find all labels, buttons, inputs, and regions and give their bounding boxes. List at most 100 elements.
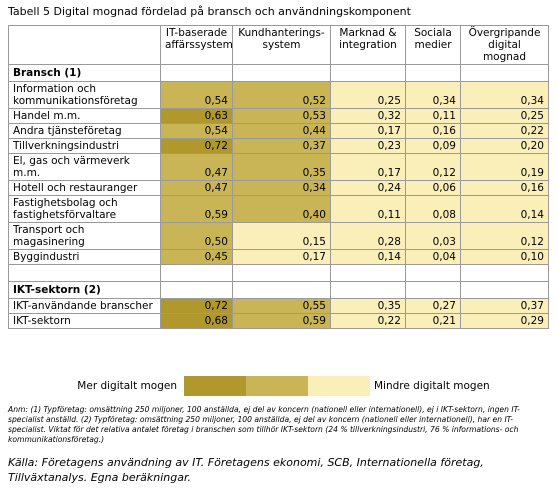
column-header: IT-baserade affärssystem bbox=[160, 25, 233, 65]
value-cell: 0,22 bbox=[330, 313, 406, 329]
table-title: Tabell 5 Digital mognad fördelad på bran… bbox=[8, 5, 411, 18]
value-cell: 0,25 bbox=[460, 108, 549, 124]
value-cell: 0,20 bbox=[460, 138, 549, 154]
value-cell: 0,35 bbox=[330, 298, 406, 314]
empty-cell bbox=[460, 264, 549, 282]
data-row: Fastighetsbolag och fastighetsförvaltare… bbox=[8, 195, 549, 223]
source: Källa: Företagens användning av IT. Före… bbox=[8, 456, 484, 484]
section-title: IKT-sektorn (2) bbox=[8, 281, 161, 299]
data-row: Handel m.m. 0,63 0,53 0,32 0,11 0,25 bbox=[8, 108, 549, 124]
value-cell: 0,21 bbox=[405, 313, 461, 329]
value-cell: 0,34 bbox=[460, 81, 549, 109]
empty-cell bbox=[460, 64, 549, 82]
value-cell: 0,14 bbox=[330, 249, 406, 265]
value-cell: 0,06 bbox=[405, 180, 461, 196]
value-cell: 0,34 bbox=[232, 180, 331, 196]
value-cell: 0,16 bbox=[405, 123, 461, 139]
empty-cell bbox=[405, 64, 461, 82]
legend-swatch bbox=[246, 376, 308, 396]
value-cell: 0,40 bbox=[232, 195, 331, 223]
value-cell: 0,22 bbox=[460, 123, 549, 139]
value-cell: 0,08 bbox=[405, 195, 461, 223]
value-cell: 0,17 bbox=[330, 153, 406, 181]
value-cell: 0,17 bbox=[330, 123, 406, 139]
value-cell: 0,72 bbox=[160, 138, 233, 154]
data-row: Transport och magasinering 0,50 0,15 0,28 0,… bbox=[8, 222, 549, 250]
empty-cell bbox=[160, 264, 233, 282]
value-cell: 0,47 bbox=[160, 153, 233, 181]
empty-cell bbox=[232, 264, 331, 282]
value-cell: 0,32 bbox=[330, 108, 406, 124]
value-cell: 0,17 bbox=[232, 249, 331, 265]
spacer-row bbox=[8, 264, 549, 282]
section-row: IKT-sektorn (2) bbox=[8, 281, 549, 299]
data-row: Tillverkningsindustri 0,72 0,37 0,23 0,09 0,2… bbox=[8, 138, 549, 154]
value-cell: 0,37 bbox=[460, 298, 549, 314]
value-cell: 0,59 bbox=[160, 195, 233, 223]
section-row: Bransch (1) bbox=[8, 64, 549, 82]
maturity-table: IT-baserade affärssystem Kundhanterings-s… bbox=[8, 25, 549, 329]
value-cell: 0,54 bbox=[160, 81, 233, 109]
data-row: IKT-användande branscher 0,72 0,55 0,35 0,27… bbox=[8, 298, 549, 314]
empty-cell bbox=[460, 281, 549, 299]
data-row: Hotell och restauranger 0,47 0,34 0,24 0,06 0… bbox=[8, 180, 549, 196]
legend-high-label: Mer digitalt mogen bbox=[77, 380, 177, 392]
row-label: Information och kommunikationsföretag bbox=[8, 81, 161, 109]
empty-cell bbox=[232, 281, 331, 299]
value-cell: 0,52 bbox=[232, 81, 331, 109]
row-label: Handel m.m. bbox=[8, 108, 161, 124]
value-cell: 0,25 bbox=[330, 81, 406, 109]
value-cell: 0,11 bbox=[330, 195, 406, 223]
value-cell: 0,03 bbox=[405, 222, 461, 250]
value-cell: 0,54 bbox=[160, 123, 233, 139]
value-cell: 0,50 bbox=[160, 222, 233, 250]
empty-cell bbox=[405, 264, 461, 282]
value-cell: 0,27 bbox=[405, 298, 461, 314]
value-cell: 0,12 bbox=[405, 153, 461, 181]
empty-cell bbox=[160, 64, 233, 82]
value-cell: 0,44 bbox=[232, 123, 331, 139]
row-label: Hotell och restauranger bbox=[8, 180, 161, 196]
column-header: Marknad & integration bbox=[330, 25, 406, 65]
value-cell: 0,11 bbox=[405, 108, 461, 124]
value-cell: 0,72 bbox=[160, 298, 233, 314]
row-label: El, gas och värmeverk m.m. bbox=[8, 153, 161, 181]
value-cell: 0,19 bbox=[460, 153, 549, 181]
value-cell: 0,63 bbox=[160, 108, 233, 124]
row-label: IKT-sektorn bbox=[8, 313, 161, 329]
value-cell: 0,16 bbox=[460, 180, 549, 196]
legend: Mer digitalt mogen Mindre digitalt mogen bbox=[0, 376, 557, 398]
column-header: Övergripande digital mognad bbox=[460, 25, 549, 65]
value-cell: 0,59 bbox=[232, 313, 331, 329]
value-cell: 0,14 bbox=[460, 195, 549, 223]
value-cell: 0,24 bbox=[330, 180, 406, 196]
empty-cell bbox=[330, 264, 406, 282]
value-cell: 0,15 bbox=[232, 222, 331, 250]
value-cell: 0,35 bbox=[232, 153, 331, 181]
value-cell: 0,10 bbox=[460, 249, 549, 265]
section-title: Bransch (1) bbox=[8, 64, 161, 82]
data-row: El, gas och värmeverk m.m. 0,47 0,35 0,17 0,… bbox=[8, 153, 549, 181]
value-cell: 0,28 bbox=[330, 222, 406, 250]
value-cell: 0,09 bbox=[405, 138, 461, 154]
value-cell: 0,34 bbox=[405, 81, 461, 109]
data-row: Information och kommunikationsföretag 0,5… bbox=[8, 81, 549, 109]
row-label: Tillverkningsindustri bbox=[8, 138, 161, 154]
value-cell: 0,55 bbox=[232, 298, 331, 314]
row-label: Transport och magasinering bbox=[8, 222, 161, 250]
empty-cell bbox=[330, 64, 406, 82]
data-row: Andra tjänsteföretag 0,54 0,44 0,17 0,16 0,22 bbox=[8, 123, 549, 139]
header-cell bbox=[8, 25, 161, 65]
empty-cell bbox=[160, 281, 233, 299]
row-label: Fastighetsbolag och fastighetsförvaltare bbox=[8, 195, 161, 223]
value-cell: 0,29 bbox=[460, 313, 549, 329]
column-header: Kundhanterings-system bbox=[232, 25, 331, 65]
value-cell: 0,45 bbox=[160, 249, 233, 265]
data-row: IKT-sektorn 0,68 0,59 0,22 0,21 0,29 bbox=[8, 313, 549, 329]
empty-cell bbox=[232, 64, 331, 82]
value-cell: 0,04 bbox=[405, 249, 461, 265]
column-header: Sociala medier bbox=[405, 25, 461, 65]
empty-cell bbox=[8, 264, 161, 282]
row-label: Andra tjänsteföretag bbox=[8, 123, 161, 139]
